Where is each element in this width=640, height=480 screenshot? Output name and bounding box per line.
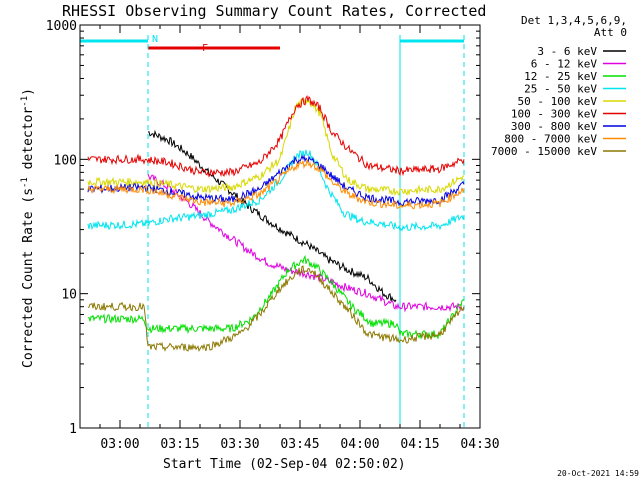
legend-header-2: Att 0 bbox=[594, 26, 627, 39]
x-tick-label-4: 03:45 bbox=[280, 437, 319, 452]
series-line-9 bbox=[87, 265, 465, 352]
legend-label-9: 7000 - 15000 keV bbox=[491, 145, 597, 158]
y-axis-label-part1: Corrected Count Rate (s bbox=[21, 188, 36, 368]
y-axis-label-sup2: -1 bbox=[20, 96, 30, 107]
legend-label-2: 6 - 12 keV bbox=[531, 58, 598, 71]
x-tick-label-7: 04:30 bbox=[460, 437, 499, 452]
legend-label-8: 800 - 7000 keV bbox=[504, 133, 597, 146]
y-axis-label-text: Corrected Count Rate (s-1 detector-1) bbox=[20, 88, 36, 368]
series-line-8 bbox=[87, 159, 465, 210]
series-line-7 bbox=[87, 154, 465, 208]
legend-header-1: Det 1,3,4,5,6,9, bbox=[521, 14, 627, 27]
legend-label-3: 12 - 25 keV bbox=[524, 70, 597, 83]
series-line-6 bbox=[87, 94, 465, 178]
x-tick-label-5: 04:00 bbox=[340, 437, 379, 452]
x-axis-label: Start Time (02-Sep-04 02:50:02) bbox=[163, 457, 406, 472]
series-layer bbox=[87, 94, 465, 352]
y-tick-label-3: 100 bbox=[54, 153, 77, 168]
y-axis-label-part3: ) bbox=[21, 88, 36, 96]
x-tick-label-6: 04:15 bbox=[400, 437, 439, 452]
legend-label-6: 100 - 300 keV bbox=[511, 108, 597, 121]
y-tick-label-2: 10 bbox=[61, 288, 77, 303]
legend-label-4: 25 - 50 keV bbox=[524, 83, 597, 96]
y-tick-label-1: 1 bbox=[69, 422, 77, 437]
legend-label-5: 50 - 100 keV bbox=[518, 95, 598, 108]
series-line-5 bbox=[87, 98, 465, 197]
timestamp: 20-Oct-2021 14:59 bbox=[557, 469, 639, 478]
series-line-1 bbox=[147, 129, 397, 303]
flags-layer: NF bbox=[79, 34, 465, 428]
y-axis-label-part2: detector bbox=[21, 107, 36, 178]
x-tick-label-1: 03:00 bbox=[100, 437, 139, 452]
axes-layer: 1 10 100 1000 03:00 03:15 03:30 03:45 04:00 04:15… bbox=[46, 19, 500, 452]
series-line-3 bbox=[87, 254, 465, 340]
y-axis-label-sup1: -1 bbox=[20, 177, 30, 188]
x-tick-label-3: 03:30 bbox=[220, 437, 259, 452]
y-axis-label: Corrected Count Rate (s-1 detector-1) bbox=[20, 88, 36, 368]
flag-label-F: F bbox=[202, 43, 208, 54]
legend-label-7: 300 - 800 keV bbox=[511, 120, 597, 133]
legend-label-1: 3 - 6 keV bbox=[537, 45, 597, 58]
y-tick-label-4: 1000 bbox=[46, 19, 77, 34]
x-tick-label-2: 03:15 bbox=[160, 437, 199, 452]
chart-title: RHESSI Observing Summary Count Rates, Co… bbox=[62, 2, 486, 20]
plot-frame bbox=[79, 24, 481, 429]
flag-label-N: N bbox=[152, 34, 158, 45]
